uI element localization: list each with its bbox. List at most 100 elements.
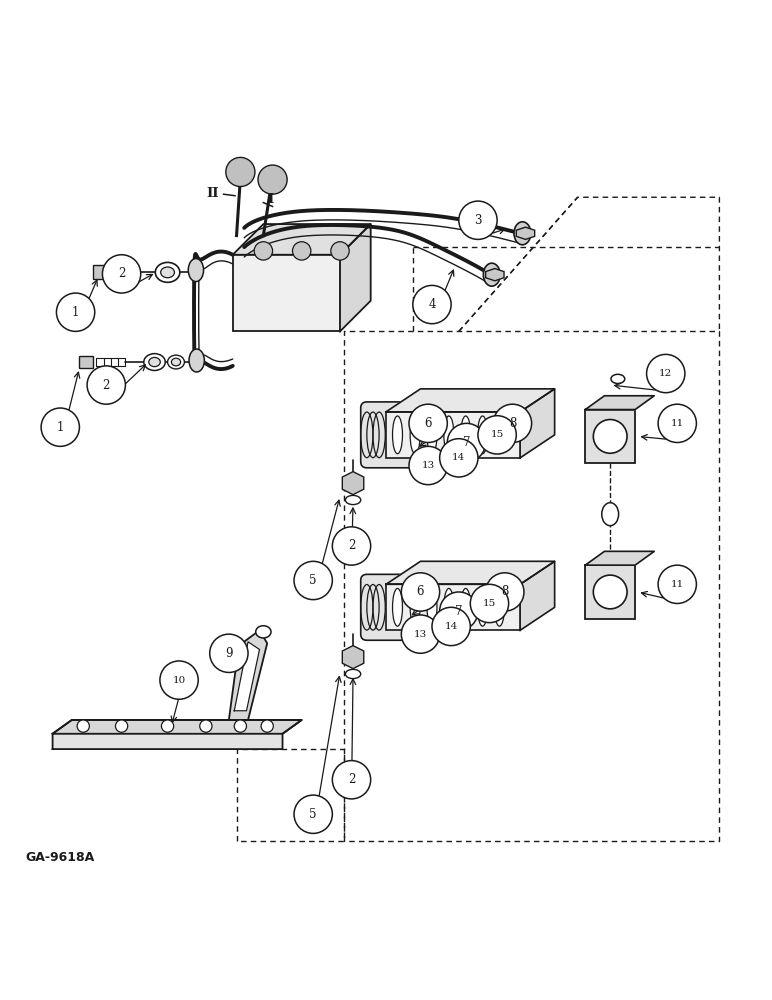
Text: 5: 5 <box>310 574 317 587</box>
Circle shape <box>658 404 696 443</box>
Text: 6: 6 <box>417 585 425 598</box>
Polygon shape <box>93 265 107 279</box>
FancyBboxPatch shape <box>585 565 635 619</box>
FancyBboxPatch shape <box>361 574 419 640</box>
Text: 2: 2 <box>348 773 355 786</box>
Text: 10: 10 <box>172 676 186 685</box>
Ellipse shape <box>171 358 181 366</box>
Ellipse shape <box>345 669 361 679</box>
FancyBboxPatch shape <box>386 584 520 630</box>
Text: II: II <box>206 187 218 200</box>
Ellipse shape <box>161 267 174 278</box>
Text: 2: 2 <box>348 539 355 552</box>
Polygon shape <box>342 646 364 669</box>
Circle shape <box>77 720 90 732</box>
Circle shape <box>478 416 516 454</box>
Text: 11: 11 <box>671 580 684 589</box>
Ellipse shape <box>427 416 437 454</box>
Ellipse shape <box>256 626 271 638</box>
Ellipse shape <box>410 416 420 454</box>
Polygon shape <box>386 389 554 412</box>
Ellipse shape <box>155 262 180 282</box>
Circle shape <box>658 565 696 603</box>
Ellipse shape <box>461 416 471 454</box>
Ellipse shape <box>494 416 504 454</box>
Circle shape <box>293 242 311 260</box>
Ellipse shape <box>427 588 437 626</box>
Ellipse shape <box>444 416 454 454</box>
FancyBboxPatch shape <box>386 412 520 458</box>
Circle shape <box>258 165 287 194</box>
Polygon shape <box>80 356 93 368</box>
Text: 11: 11 <box>671 419 684 428</box>
Circle shape <box>226 157 255 187</box>
Ellipse shape <box>149 357 161 367</box>
Text: 14: 14 <box>452 453 466 462</box>
Circle shape <box>200 720 212 732</box>
Ellipse shape <box>494 588 504 626</box>
Ellipse shape <box>189 349 205 372</box>
Circle shape <box>87 366 125 404</box>
Text: 7: 7 <box>462 436 470 449</box>
Ellipse shape <box>514 222 531 245</box>
Ellipse shape <box>611 374 625 384</box>
Circle shape <box>647 354 685 393</box>
Polygon shape <box>340 224 371 331</box>
Polygon shape <box>520 389 554 458</box>
Polygon shape <box>52 720 302 749</box>
Circle shape <box>333 527 371 565</box>
FancyBboxPatch shape <box>232 255 340 331</box>
Polygon shape <box>585 396 654 410</box>
Text: GA-9618A: GA-9618A <box>25 851 95 864</box>
Circle shape <box>439 439 478 477</box>
Text: 7: 7 <box>455 605 462 618</box>
Ellipse shape <box>601 503 618 526</box>
Polygon shape <box>386 561 554 584</box>
Circle shape <box>161 720 174 732</box>
Circle shape <box>261 720 273 732</box>
Circle shape <box>333 761 371 799</box>
Polygon shape <box>229 630 267 720</box>
Polygon shape <box>52 720 302 734</box>
Circle shape <box>234 720 246 732</box>
Polygon shape <box>342 472 364 495</box>
Text: 15: 15 <box>482 599 496 608</box>
Text: 8: 8 <box>509 417 516 430</box>
Polygon shape <box>520 561 554 630</box>
Text: 14: 14 <box>445 622 458 631</box>
Text: 6: 6 <box>425 417 432 430</box>
Polygon shape <box>234 642 259 711</box>
Circle shape <box>493 404 532 443</box>
Text: 8: 8 <box>501 585 509 598</box>
Ellipse shape <box>345 495 361 505</box>
Circle shape <box>486 573 524 611</box>
FancyBboxPatch shape <box>361 402 419 468</box>
Ellipse shape <box>444 588 454 626</box>
Circle shape <box>470 584 509 623</box>
Circle shape <box>331 242 349 260</box>
Ellipse shape <box>461 588 471 626</box>
Polygon shape <box>486 269 504 281</box>
Ellipse shape <box>392 588 402 626</box>
Circle shape <box>409 404 447 443</box>
Circle shape <box>413 285 451 324</box>
Circle shape <box>254 242 273 260</box>
Text: 9: 9 <box>225 647 232 660</box>
Ellipse shape <box>188 259 204 282</box>
Ellipse shape <box>392 416 402 454</box>
Circle shape <box>401 615 439 653</box>
Text: I: I <box>267 193 273 206</box>
Circle shape <box>432 607 470 646</box>
Ellipse shape <box>483 263 500 286</box>
Text: 1: 1 <box>56 421 64 434</box>
Circle shape <box>594 575 627 609</box>
Circle shape <box>294 795 333 833</box>
Polygon shape <box>585 551 654 565</box>
FancyBboxPatch shape <box>585 410 635 463</box>
Text: 13: 13 <box>422 461 435 470</box>
Polygon shape <box>516 227 535 239</box>
Circle shape <box>594 420 627 453</box>
Text: 2: 2 <box>103 379 110 392</box>
Circle shape <box>401 573 439 611</box>
Circle shape <box>409 446 447 485</box>
